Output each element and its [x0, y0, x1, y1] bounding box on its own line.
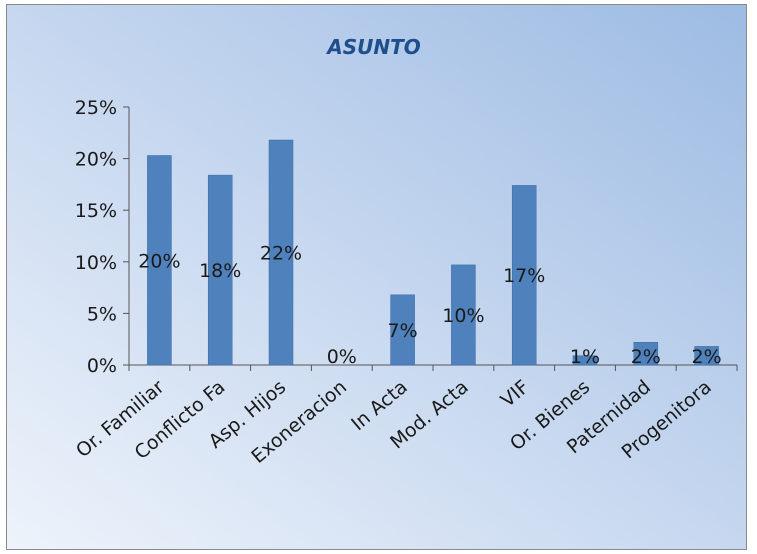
bar [147, 155, 172, 366]
y-tick-label: 5% [87, 303, 117, 325]
y-tick-label: 0% [87, 355, 117, 377]
data-label: 10% [442, 305, 484, 327]
data-label: 1% [570, 346, 600, 368]
data-labels: 20% 18% 22% 0% 7% 10% 17% 1% 2% 2% [138, 243, 721, 368]
chart-title: ASUNTO [325, 35, 421, 59]
y-tick-label: 10% [75, 252, 117, 274]
bars [147, 139, 719, 366]
bar [268, 139, 294, 366]
chart-frame [6, 4, 747, 550]
data-label: 17% [503, 265, 545, 287]
bar [511, 185, 537, 366]
bar [572, 355, 598, 366]
y-tick-label: 20% [75, 149, 117, 171]
y-tick-label: 15% [75, 200, 117, 222]
data-label: 0% [327, 346, 357, 368]
chart-background [7, 5, 746, 549]
bar [694, 346, 719, 366]
data-label: 2% [692, 346, 722, 368]
bar [451, 264, 476, 366]
data-label: 2% [631, 346, 661, 368]
data-label: 22% [260, 243, 302, 265]
bar [207, 174, 233, 366]
y-axis: 0% 5% 10% 15% 20% 25% [75, 97, 130, 377]
data-label: 18% [199, 260, 241, 282]
data-label: 20% [138, 250, 180, 272]
data-label: 7% [388, 320, 418, 342]
bar [390, 294, 415, 366]
y-tick-label: 25% [75, 97, 117, 119]
bar [633, 342, 659, 366]
